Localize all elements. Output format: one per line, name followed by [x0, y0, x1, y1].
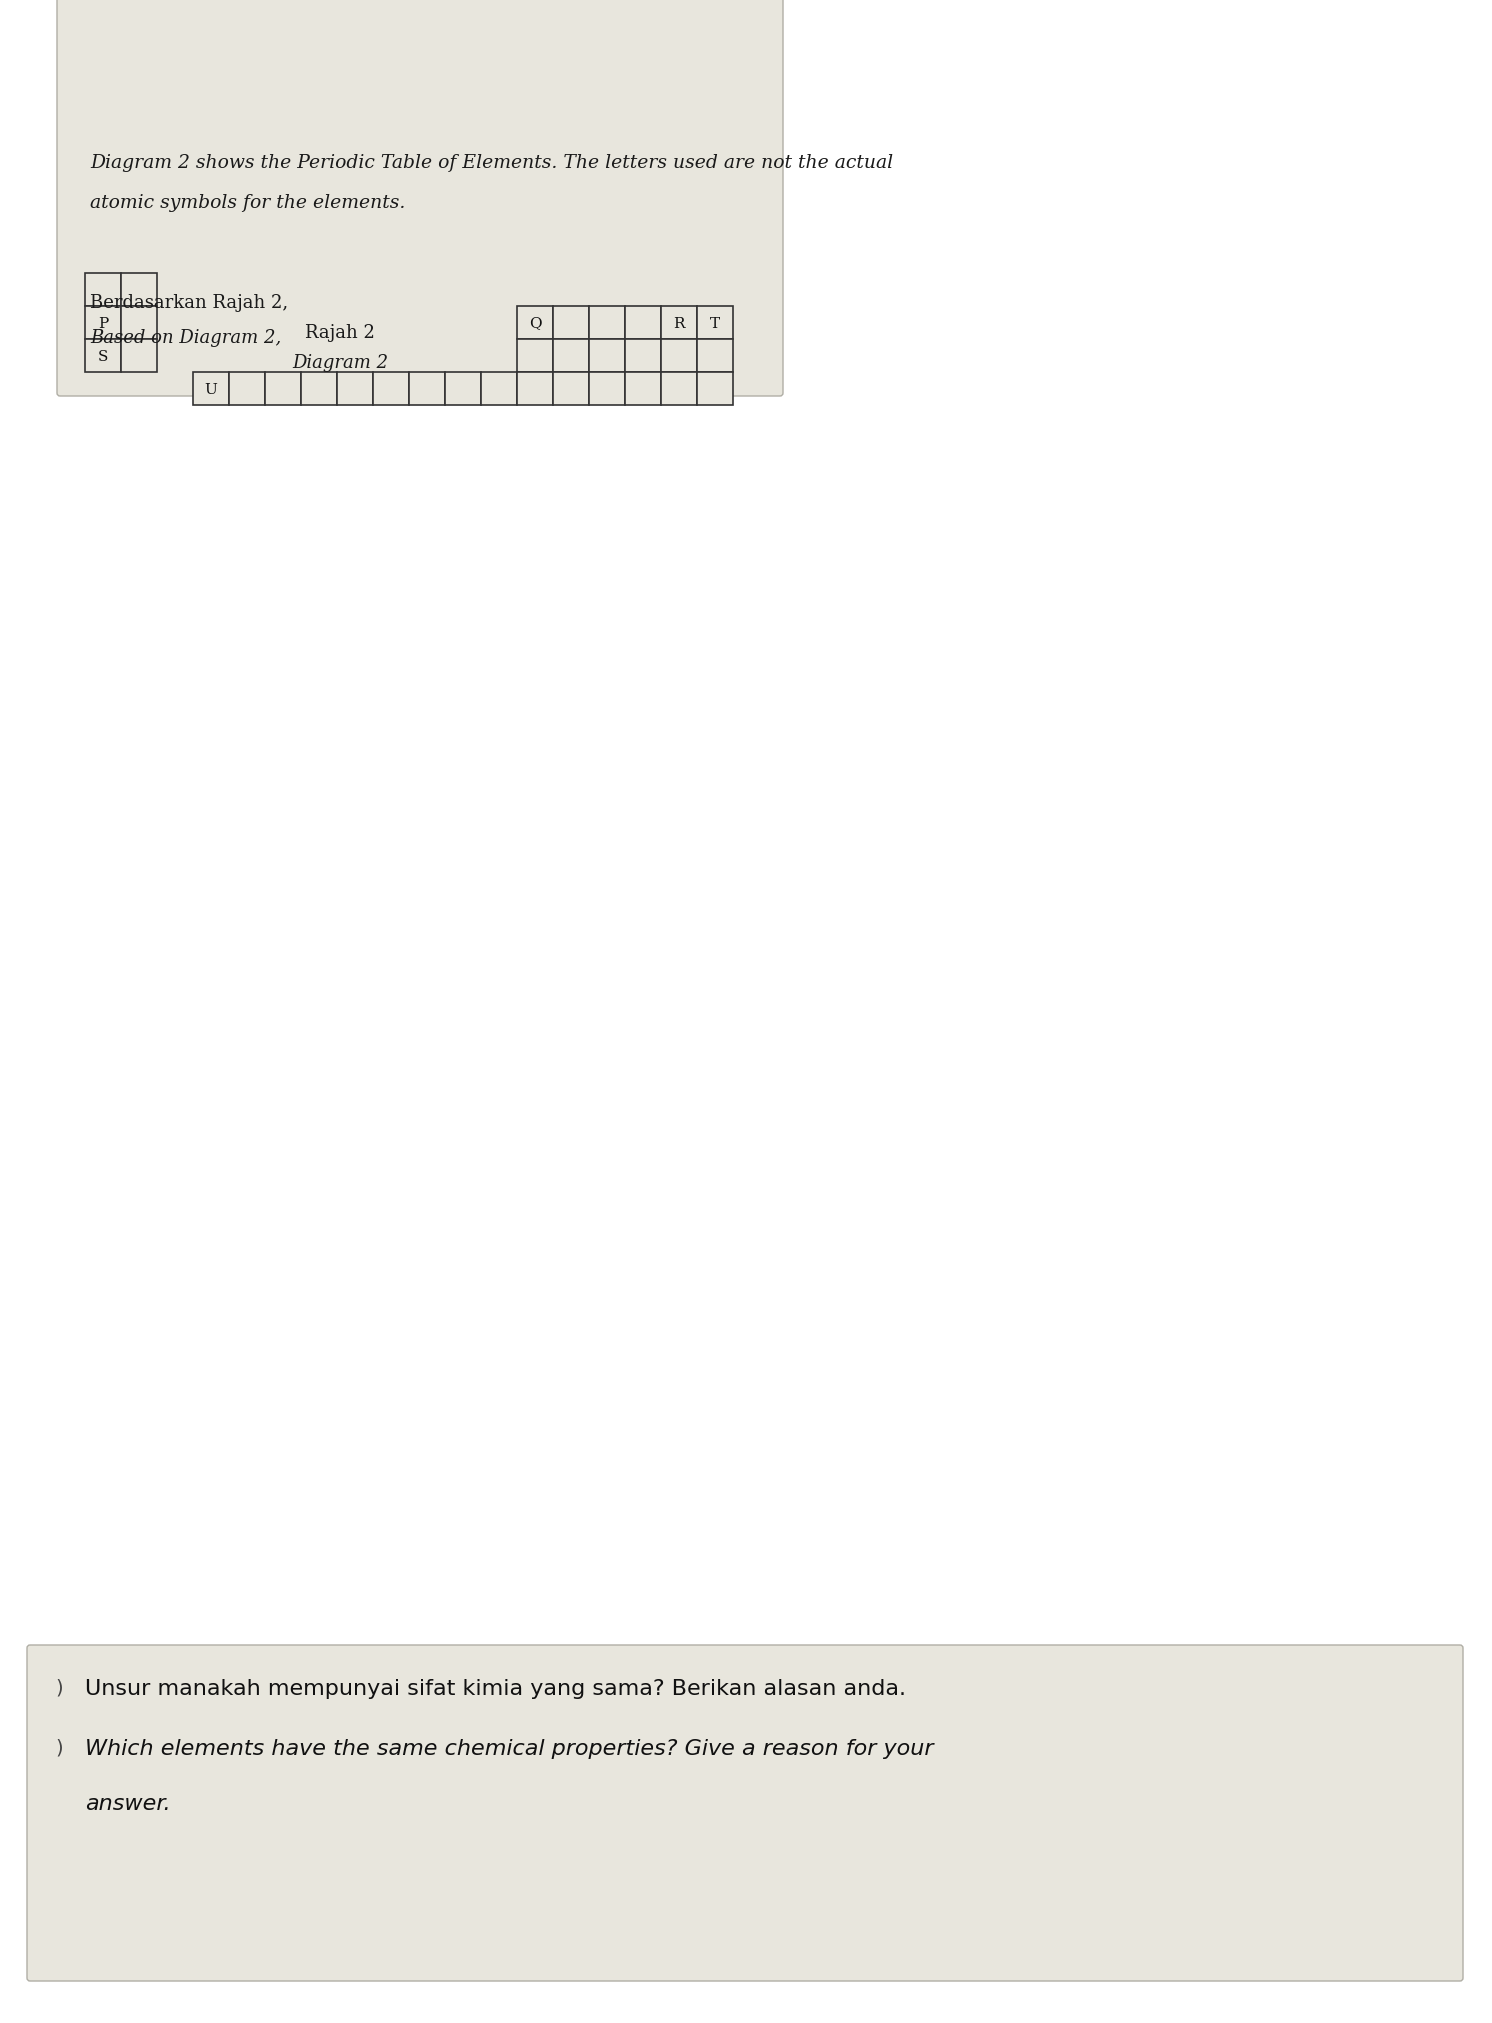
- Bar: [554, 307, 589, 340]
- Text: ): ): [55, 1738, 63, 1758]
- Bar: [697, 307, 733, 340]
- Bar: [661, 307, 697, 340]
- Text: Unsur manakah mempunyai sifat kimia yang sama? Berikan alasan anda.: Unsur manakah mempunyai sifat kimia yang…: [85, 1679, 906, 1697]
- Text: S: S: [98, 350, 109, 364]
- Bar: [697, 340, 733, 372]
- Bar: [85, 307, 121, 340]
- Bar: [85, 273, 121, 307]
- Bar: [409, 372, 445, 407]
- Text: answer.: answer.: [85, 1792, 170, 1813]
- Bar: [121, 273, 157, 307]
- Bar: [661, 340, 697, 372]
- Text: Which elements have the same chemical properties? Give a reason for your: Which elements have the same chemical pr…: [85, 1738, 934, 1758]
- FancyBboxPatch shape: [57, 0, 783, 397]
- Bar: [228, 372, 266, 407]
- Text: Rajah 2: Rajah 2: [304, 324, 374, 342]
- Bar: [480, 372, 518, 407]
- Bar: [589, 340, 625, 372]
- Text: Diagram 2 shows the Periodic Table of Elements. The letters used are not the act: Diagram 2 shows the Periodic Table of El…: [90, 154, 894, 172]
- Bar: [518, 372, 554, 407]
- Text: Q: Q: [528, 316, 542, 330]
- Bar: [445, 372, 480, 407]
- Text: Based on Diagram 2,: Based on Diagram 2,: [90, 330, 282, 346]
- Bar: [625, 307, 661, 340]
- Text: ): ): [55, 1679, 63, 1697]
- Text: R: R: [673, 316, 685, 330]
- Bar: [192, 372, 228, 407]
- Bar: [301, 372, 337, 407]
- Bar: [697, 372, 733, 407]
- FancyBboxPatch shape: [27, 1645, 1464, 1981]
- Text: P: P: [98, 316, 107, 330]
- Bar: [518, 307, 554, 340]
- Bar: [121, 340, 157, 372]
- Bar: [518, 340, 554, 372]
- Bar: [121, 307, 157, 340]
- Text: U: U: [204, 382, 218, 397]
- Bar: [85, 340, 121, 372]
- Bar: [554, 372, 589, 407]
- Bar: [373, 372, 409, 407]
- Bar: [625, 372, 661, 407]
- Text: T: T: [710, 316, 721, 330]
- Bar: [337, 372, 373, 407]
- Bar: [661, 372, 697, 407]
- Bar: [589, 307, 625, 340]
- Text: Diagram 2: Diagram 2: [292, 354, 388, 372]
- Bar: [554, 340, 589, 372]
- Text: Berdasarkan Rajah 2,: Berdasarkan Rajah 2,: [90, 293, 288, 312]
- Bar: [625, 340, 661, 372]
- Bar: [266, 372, 301, 407]
- Bar: [589, 372, 625, 407]
- Text: atomic symbols for the elements.: atomic symbols for the elements.: [90, 194, 406, 212]
